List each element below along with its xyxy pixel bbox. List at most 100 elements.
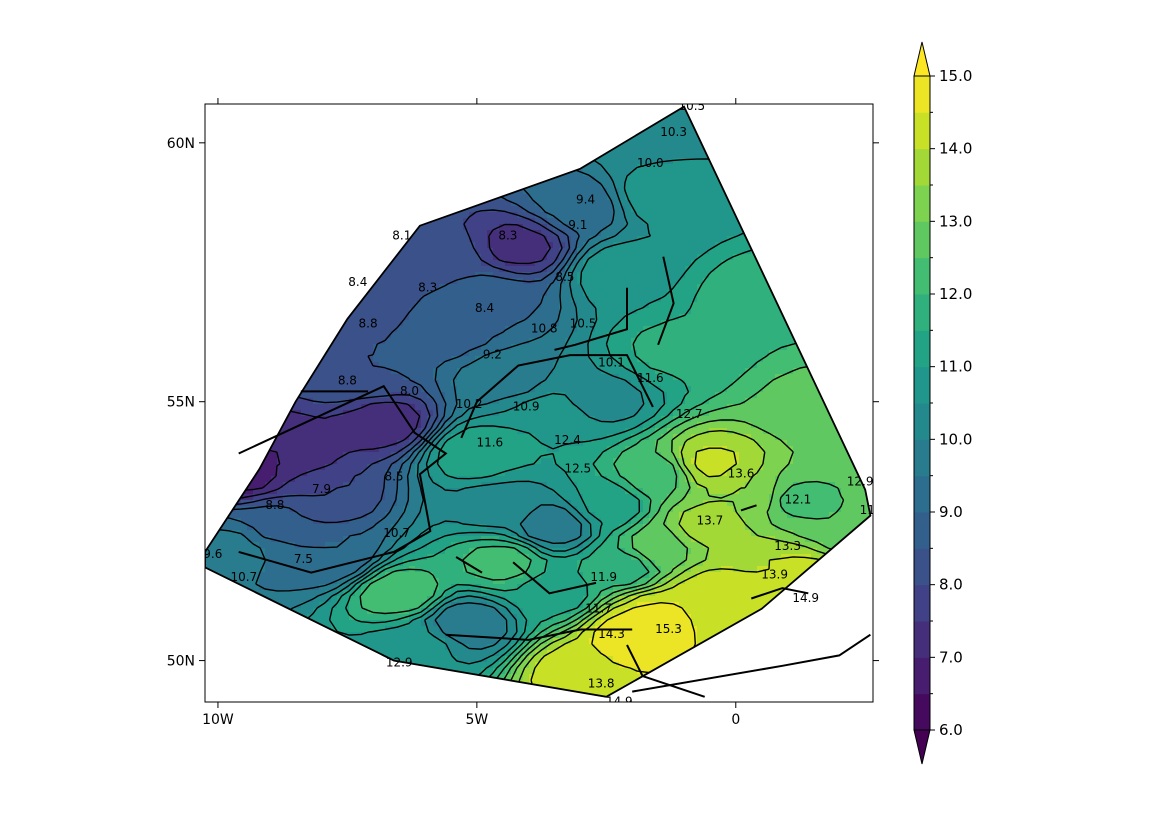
field-cell — [691, 248, 698, 255]
field-cell — [607, 356, 614, 363]
field-cell — [403, 284, 410, 291]
field-cell — [667, 188, 674, 195]
field-cell — [415, 296, 422, 303]
field-cell — [703, 332, 710, 339]
field-cell — [655, 122, 662, 129]
field-cell — [667, 314, 674, 321]
field-cell — [409, 266, 416, 273]
field-cell — [625, 326, 632, 333]
field-cell — [691, 308, 698, 315]
field-cell — [433, 332, 440, 339]
field-cell — [655, 128, 662, 135]
field-cell — [781, 320, 788, 327]
field-cell — [547, 254, 554, 261]
field-cell — [643, 164, 650, 171]
field-cell — [691, 194, 698, 201]
field-cell — [529, 212, 536, 219]
field-cell — [391, 314, 398, 321]
field-cell — [451, 236, 458, 243]
field-cell — [499, 272, 506, 279]
field-cell — [739, 290, 746, 297]
field-cell — [631, 254, 638, 261]
field-cell — [709, 200, 716, 207]
field-cell — [499, 200, 506, 207]
field-cell — [499, 260, 506, 267]
field-cell — [511, 368, 518, 375]
field-cell — [577, 170, 584, 177]
field-cell — [643, 242, 650, 249]
field-cell — [565, 272, 572, 279]
field-cell — [517, 350, 524, 357]
field-cell — [571, 242, 578, 249]
field-cell — [385, 302, 392, 309]
field-cell — [613, 170, 620, 177]
field-cell — [595, 158, 602, 165]
field-cell — [751, 320, 758, 327]
field-cell — [583, 326, 590, 333]
field-cell — [631, 146, 638, 153]
field-cell — [523, 284, 530, 291]
field-cell — [415, 356, 422, 363]
field-cell — [391, 272, 398, 279]
field-cell — [535, 200, 542, 207]
field-cell — [637, 302, 644, 309]
field-cell — [745, 326, 752, 333]
field-cell — [463, 356, 470, 363]
field-cell — [733, 344, 740, 351]
field-cell — [697, 164, 704, 171]
field-cell — [679, 314, 686, 321]
field-cell — [415, 320, 422, 327]
field-cell — [625, 212, 632, 219]
field-cell — [643, 254, 650, 261]
field-cell — [685, 176, 692, 183]
field-cell — [727, 206, 734, 213]
field-cell — [655, 320, 662, 327]
field-cell — [739, 302, 746, 309]
field-cell — [415, 302, 422, 309]
field-cell — [577, 194, 584, 201]
field-cell — [439, 338, 446, 345]
field-cell — [559, 242, 566, 249]
field-cell — [613, 224, 620, 231]
field-cell — [721, 284, 728, 291]
field-cell — [625, 338, 632, 345]
field-cell — [553, 230, 560, 237]
field-cell — [541, 260, 548, 267]
field-cell — [415, 260, 422, 267]
field-cell — [661, 338, 668, 345]
field-cell — [697, 230, 704, 237]
field-cell — [667, 260, 674, 267]
field-cell — [619, 188, 626, 195]
field-cell — [697, 236, 704, 243]
field-cell — [541, 278, 548, 285]
field-cell — [529, 344, 536, 351]
field-cell — [571, 188, 578, 195]
field-cell — [433, 326, 440, 333]
field-cell — [703, 344, 710, 351]
field-cell — [601, 242, 608, 249]
field-cell — [589, 164, 596, 171]
field-cell — [757, 302, 764, 309]
field-cell — [595, 212, 602, 219]
field-cell — [709, 356, 716, 363]
field-cell — [703, 350, 710, 357]
field-cell — [541, 188, 548, 195]
field-cell — [757, 326, 764, 333]
field-cell — [619, 146, 626, 153]
field-cell — [403, 302, 410, 309]
field-cell — [355, 326, 362, 333]
field-cell — [541, 194, 548, 201]
field-cell — [601, 158, 608, 165]
field-cell — [511, 308, 518, 315]
field-cell — [487, 368, 494, 375]
field-cell — [367, 302, 374, 309]
field-cell — [697, 332, 704, 339]
field-cell — [619, 212, 626, 219]
field-cell — [673, 140, 680, 147]
field-cell — [433, 224, 440, 231]
field-cell — [595, 344, 602, 351]
field-cell — [733, 338, 740, 345]
field-cell — [679, 182, 686, 189]
field-cell — [559, 326, 566, 333]
field-cell — [613, 176, 620, 183]
